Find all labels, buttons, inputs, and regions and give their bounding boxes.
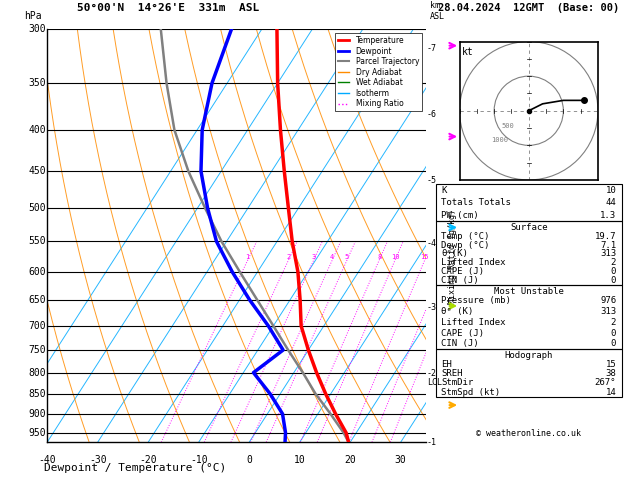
Text: EH: EH <box>442 360 452 369</box>
Text: 1: 1 <box>246 254 250 260</box>
Text: -6: -6 <box>426 110 437 119</box>
Text: 650: 650 <box>29 295 47 305</box>
Text: -20: -20 <box>140 455 157 465</box>
Text: 30: 30 <box>395 455 406 465</box>
Text: 350: 350 <box>29 78 47 88</box>
Text: hPa: hPa <box>25 11 42 21</box>
Text: CAPE (J): CAPE (J) <box>442 329 484 338</box>
Text: Dewpoint / Temperature (°C): Dewpoint / Temperature (°C) <box>44 464 226 473</box>
Text: 800: 800 <box>29 367 47 378</box>
Text: 750: 750 <box>29 345 47 355</box>
Text: -2: -2 <box>426 369 437 378</box>
Text: © weatheronline.co.uk: © weatheronline.co.uk <box>476 429 581 438</box>
Text: StmDir: StmDir <box>442 379 474 387</box>
Text: Hodograph: Hodograph <box>504 351 553 361</box>
Text: 0: 0 <box>246 455 252 465</box>
Bar <box>435 184 622 221</box>
Text: -4: -4 <box>426 240 437 248</box>
Text: Mixing Ratio (g/kg): Mixing Ratio (g/kg) <box>448 209 457 304</box>
Text: Pressure (mb): Pressure (mb) <box>442 296 511 306</box>
Text: CIN (J): CIN (J) <box>442 339 479 348</box>
Text: θᵉ (K): θᵉ (K) <box>442 307 474 316</box>
Legend: Temperature, Dewpoint, Parcel Trajectory, Dry Adiabat, Wet Adiabat, Isotherm, Mi: Temperature, Dewpoint, Parcel Trajectory… <box>335 33 422 111</box>
Text: K: K <box>442 186 447 195</box>
Text: Lifted Index: Lifted Index <box>442 318 506 327</box>
Bar <box>435 349 622 397</box>
Text: 950: 950 <box>29 428 47 438</box>
Text: 8: 8 <box>377 254 381 260</box>
Text: -5: -5 <box>426 176 437 185</box>
Text: 500: 500 <box>501 123 514 129</box>
Text: Dewp (°C): Dewp (°C) <box>442 241 490 249</box>
Text: 19.7: 19.7 <box>594 231 616 241</box>
Text: 313: 313 <box>600 249 616 259</box>
Text: Temp (°C): Temp (°C) <box>442 231 490 241</box>
Text: 2: 2 <box>286 254 291 260</box>
Text: 44: 44 <box>605 198 616 207</box>
Text: 400: 400 <box>29 125 47 135</box>
Text: PW (cm): PW (cm) <box>442 210 479 220</box>
Text: 313: 313 <box>600 307 616 316</box>
Text: Lifted Index: Lifted Index <box>442 259 506 267</box>
Text: 15: 15 <box>605 360 616 369</box>
Text: CAPE (J): CAPE (J) <box>442 267 484 277</box>
Text: -3: -3 <box>426 303 437 312</box>
Text: -1: -1 <box>426 438 437 447</box>
Text: -40: -40 <box>38 455 56 465</box>
Text: 5: 5 <box>345 254 349 260</box>
Bar <box>435 221 622 285</box>
Text: StmSpd (kt): StmSpd (kt) <box>442 388 501 397</box>
Text: 267°: 267° <box>594 379 616 387</box>
Text: 0: 0 <box>611 329 616 338</box>
Text: 976: 976 <box>600 296 616 306</box>
Text: CIN (J): CIN (J) <box>442 277 479 285</box>
Text: θᵉ(K): θᵉ(K) <box>442 249 468 259</box>
Text: Totals Totals: Totals Totals <box>442 198 511 207</box>
Text: 3: 3 <box>311 254 316 260</box>
Text: 28.04.2024  12GMT  (Base: 00): 28.04.2024 12GMT (Base: 00) <box>438 2 620 13</box>
Text: 38: 38 <box>605 369 616 378</box>
Text: 0: 0 <box>611 339 616 348</box>
Text: 2: 2 <box>611 318 616 327</box>
Text: 50°00'N  14°26'E  331m  ASL: 50°00'N 14°26'E 331m ASL <box>77 2 260 13</box>
Text: LCL: LCL <box>426 378 442 387</box>
Text: SREH: SREH <box>442 369 463 378</box>
Text: 700: 700 <box>29 321 47 331</box>
Bar <box>435 285 622 349</box>
Text: 10: 10 <box>605 186 616 195</box>
Text: 550: 550 <box>29 236 47 246</box>
Text: 10: 10 <box>391 254 399 260</box>
Text: 10: 10 <box>294 455 306 465</box>
Text: -10: -10 <box>190 455 208 465</box>
Text: kt: kt <box>462 47 474 57</box>
Text: 7.1: 7.1 <box>600 241 616 249</box>
Text: 0: 0 <box>611 277 616 285</box>
Text: 14: 14 <box>605 388 616 397</box>
Text: 600: 600 <box>29 267 47 277</box>
Text: Surface: Surface <box>510 224 548 232</box>
Text: 20: 20 <box>344 455 356 465</box>
Text: Most Unstable: Most Unstable <box>494 287 564 296</box>
Text: 500: 500 <box>29 203 47 213</box>
Text: 2: 2 <box>611 259 616 267</box>
Text: 300: 300 <box>29 24 47 34</box>
Text: 850: 850 <box>29 389 47 399</box>
Text: 900: 900 <box>29 409 47 419</box>
Text: km
ASL: km ASL <box>430 1 445 21</box>
Text: 0: 0 <box>611 267 616 277</box>
Text: 450: 450 <box>29 166 47 176</box>
Text: -7: -7 <box>426 44 437 53</box>
Text: -30: -30 <box>89 455 106 465</box>
Text: 4: 4 <box>330 254 335 260</box>
Text: 1000: 1000 <box>491 137 508 143</box>
Text: 15: 15 <box>421 254 429 260</box>
Text: 1.3: 1.3 <box>600 210 616 220</box>
